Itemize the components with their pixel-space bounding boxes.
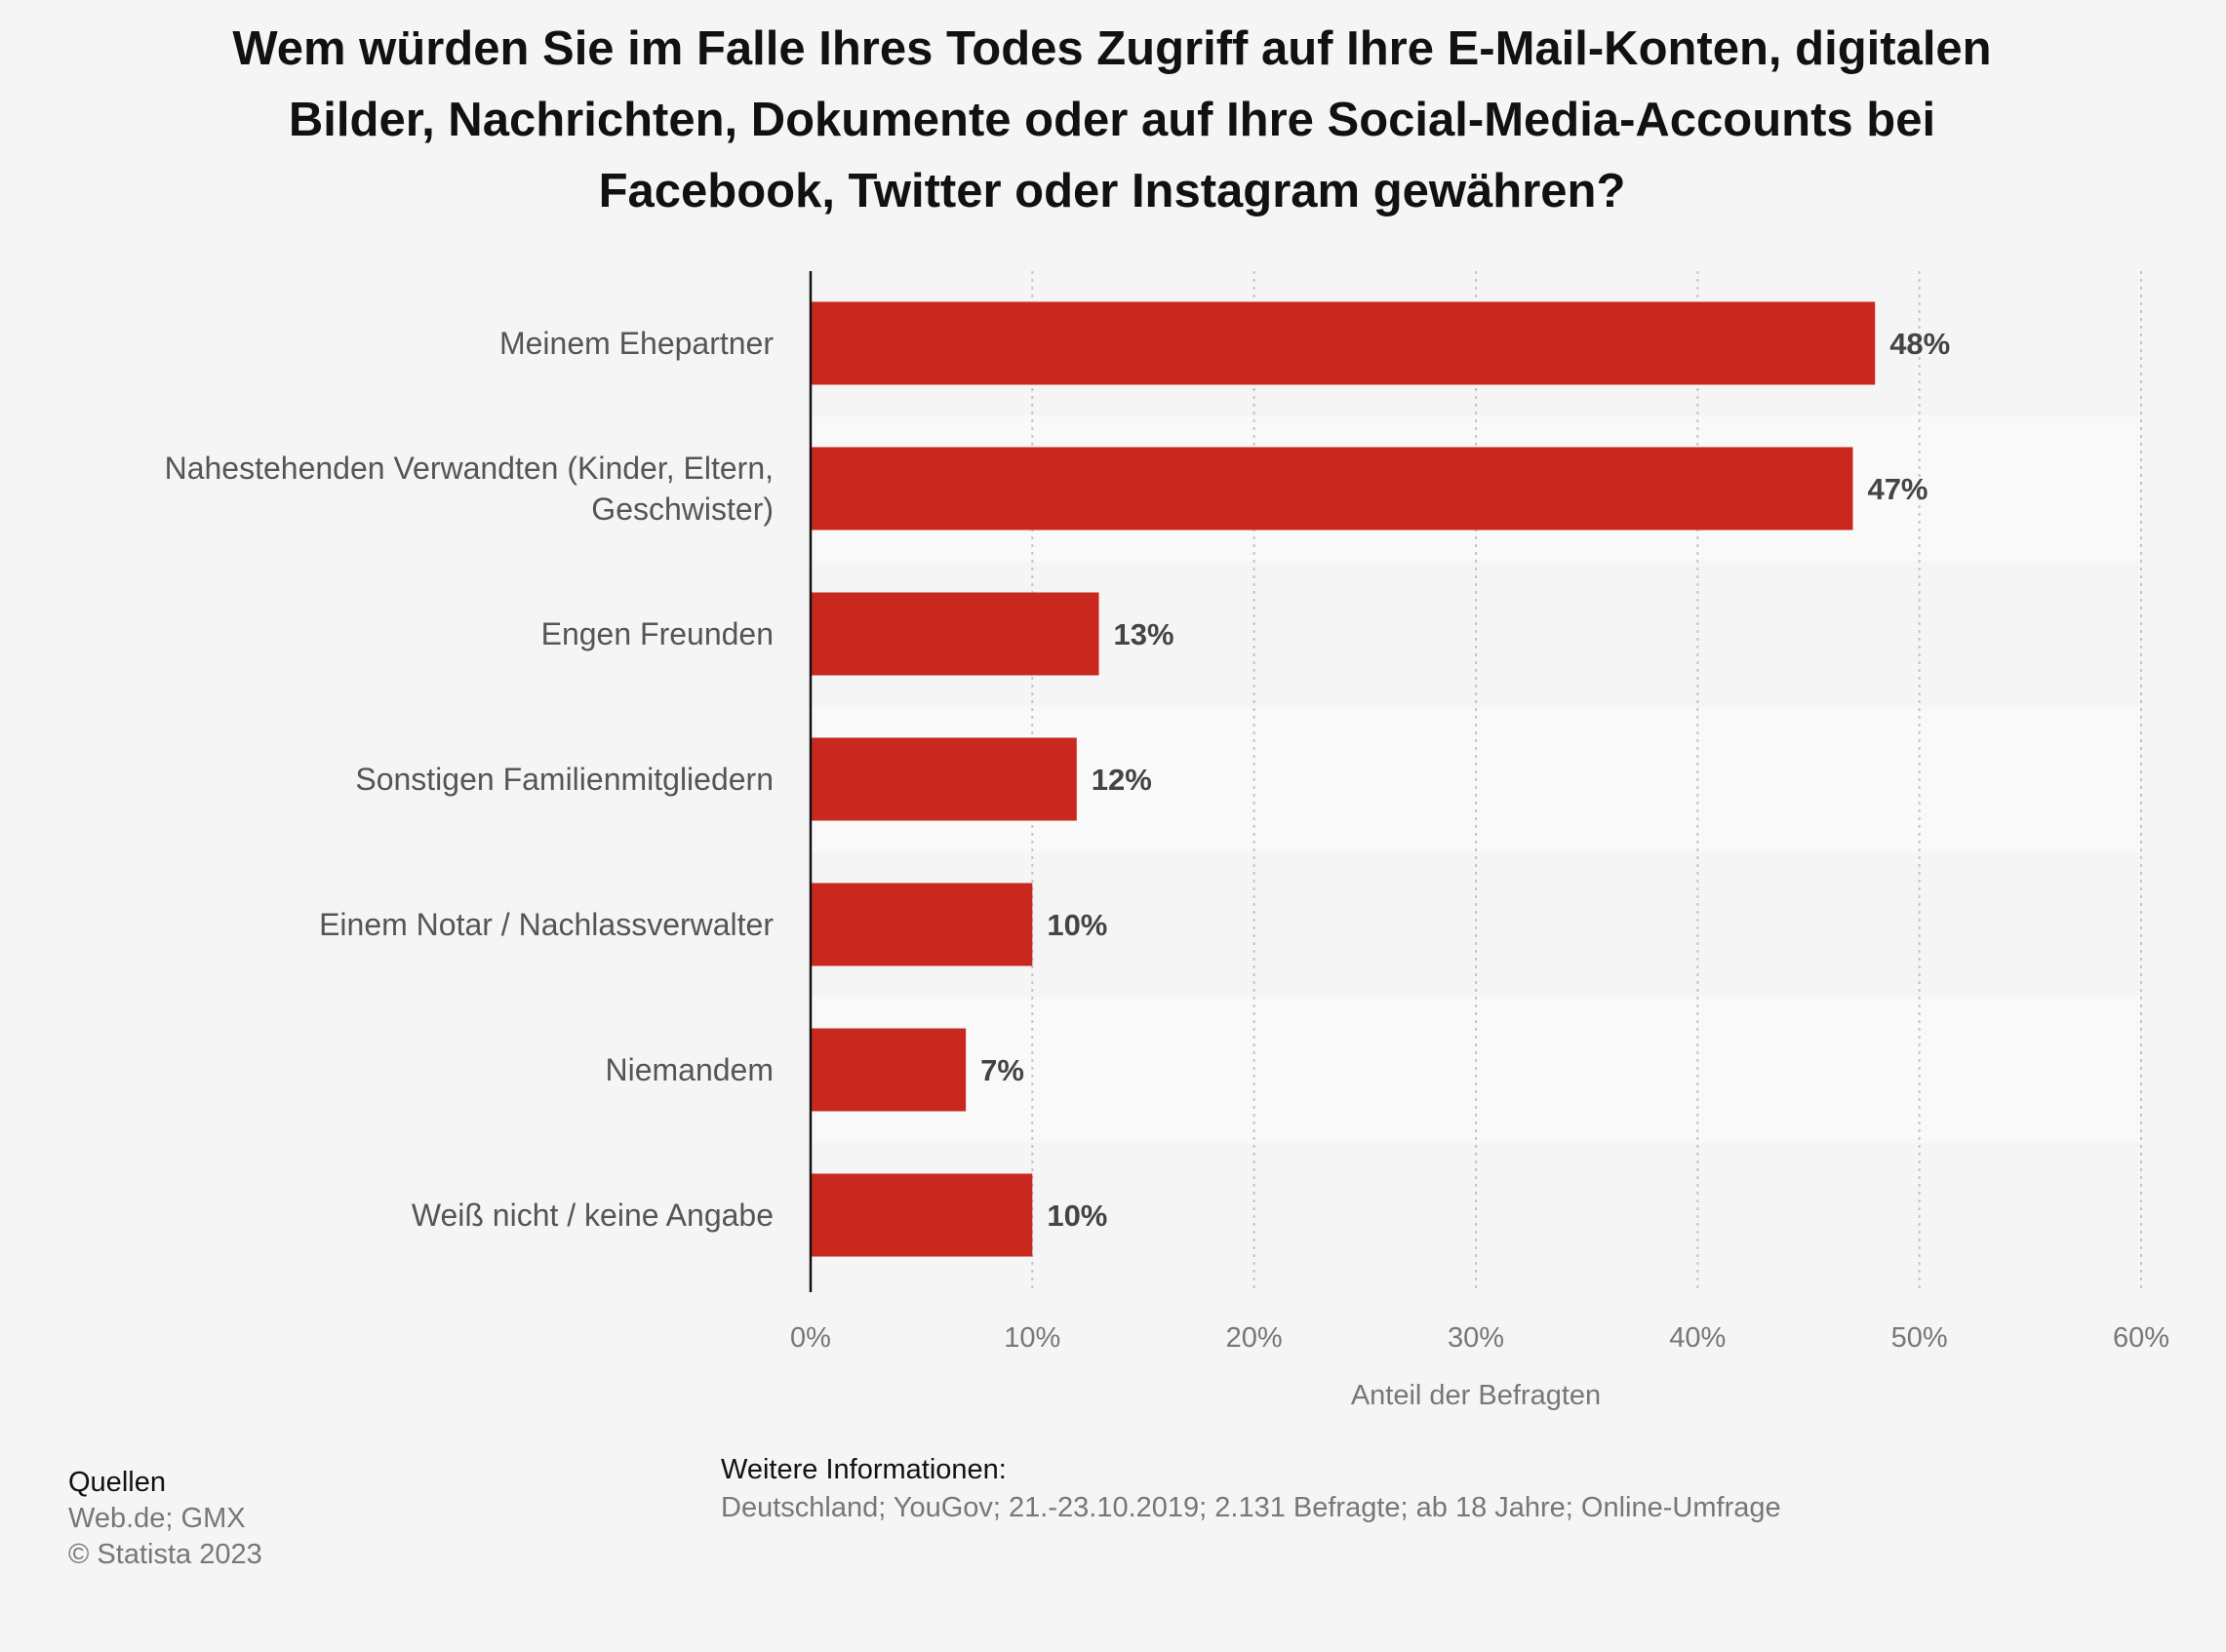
- x-tick-label: 20%: [1226, 1322, 1283, 1354]
- category-label: Nahestehenden Verwandten (Kinder, Eltern…: [165, 451, 774, 486]
- bar: [811, 1173, 1033, 1257]
- bar: [811, 301, 1876, 385]
- x-tick-label: 10%: [1004, 1322, 1060, 1354]
- bar: [811, 1028, 967, 1112]
- x-tick-label: 60%: [2113, 1322, 2169, 1354]
- category-label: Geschwister): [591, 492, 774, 527]
- copyright-statista: © Statista 2023: [68, 1539, 262, 1570]
- category-label: Einem Notar / Nachlassverwalter: [319, 907, 774, 942]
- info-block: Weitere Informationen: Deutschland; YouG…: [721, 1451, 1781, 1527]
- info-text: Deutschland; YouGov; 21.-23.10.2019; 2.1…: [721, 1492, 1781, 1523]
- value-label: 10%: [1047, 1199, 1107, 1233]
- bar: [811, 592, 1099, 676]
- value-label: 47%: [1867, 472, 1928, 506]
- bar: [811, 883, 1033, 966]
- category-label: Weiß nicht / keine Angabe: [412, 1198, 774, 1233]
- value-label: 12%: [1092, 763, 1152, 797]
- category-label: Engen Freunden: [541, 616, 774, 651]
- sources-block: Quellen Web.de; GMX © Statista 2023: [68, 1465, 262, 1573]
- category-label: Meinem Ehepartner: [499, 326, 774, 361]
- category-label: Sonstigen Familienmitgliedern: [355, 762, 774, 797]
- value-label: 10%: [1047, 908, 1107, 942]
- value-label: 48%: [1889, 327, 1950, 361]
- bar: [811, 737, 1077, 821]
- source-web-de-gmx: Web.de; GMX: [68, 1503, 246, 1534]
- x-axis-title: Anteil der Befragten: [1351, 1380, 1601, 1411]
- x-tick-label: 40%: [1669, 1322, 1726, 1354]
- x-tick-label: 0%: [790, 1322, 831, 1354]
- x-tick-label: 50%: [1891, 1322, 1948, 1354]
- sources-heading: Quellen: [68, 1467, 166, 1498]
- info-heading: Weitere Informationen:: [721, 1454, 1007, 1485]
- category-label: Niemandem: [605, 1052, 774, 1087]
- value-label: 13%: [1114, 617, 1174, 651]
- value-label: 7%: [980, 1053, 1024, 1087]
- bar: [811, 447, 1853, 531]
- chart-title: Wem würden Sie im Falle Ihres Todes Zugr…: [232, 22, 1992, 217]
- bar-chart: 48% 47% 13% 12% 10% 7% 10% Meinem Ehepartner Na…: [165, 270, 2169, 1411]
- x-tick-label: 30%: [1448, 1322, 1504, 1354]
